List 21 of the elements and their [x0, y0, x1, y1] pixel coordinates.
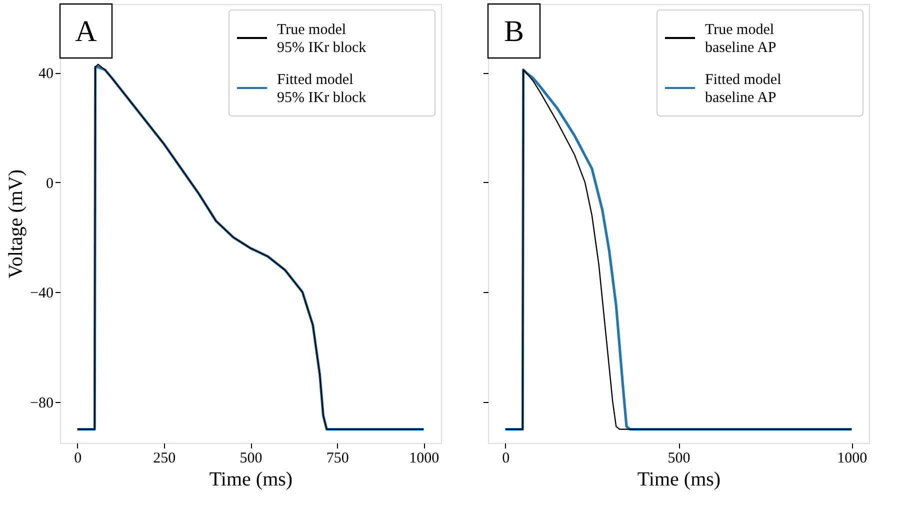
x-tick-label: 1000: [409, 450, 440, 466]
legend-label: True model 95% IKr block: [277, 22, 367, 56]
annotation: A: [75, 15, 98, 48]
x-tick-label: 500: [240, 450, 262, 466]
y-tick-label: −40: [30, 286, 54, 302]
legend-label: Fitted model 95% IKr block: [277, 72, 367, 106]
x-tick-label: 250: [153, 450, 176, 466]
x-tick-label: 0: [502, 450, 510, 466]
y-axis-title: Voltage (mV): [5, 169, 28, 279]
x-tick-label: 750: [326, 450, 349, 466]
y-tick-label: 40: [38, 66, 54, 82]
x-axis-title: Time (ms): [637, 468, 721, 490]
x-tick-label: 1000: [837, 450, 868, 466]
legend-label: True model baseline AP: [705, 22, 776, 56]
y-tick-label: 0: [46, 176, 54, 192]
x-axis-title: Time (ms): [209, 468, 293, 490]
legend-label: Fitted model baseline AP: [705, 72, 782, 106]
x-tick-label: 500: [668, 450, 690, 466]
y-tick-label: −80: [30, 395, 54, 412]
annotation: B: [504, 15, 524, 48]
x-tick-label: 0: [74, 450, 82, 466]
